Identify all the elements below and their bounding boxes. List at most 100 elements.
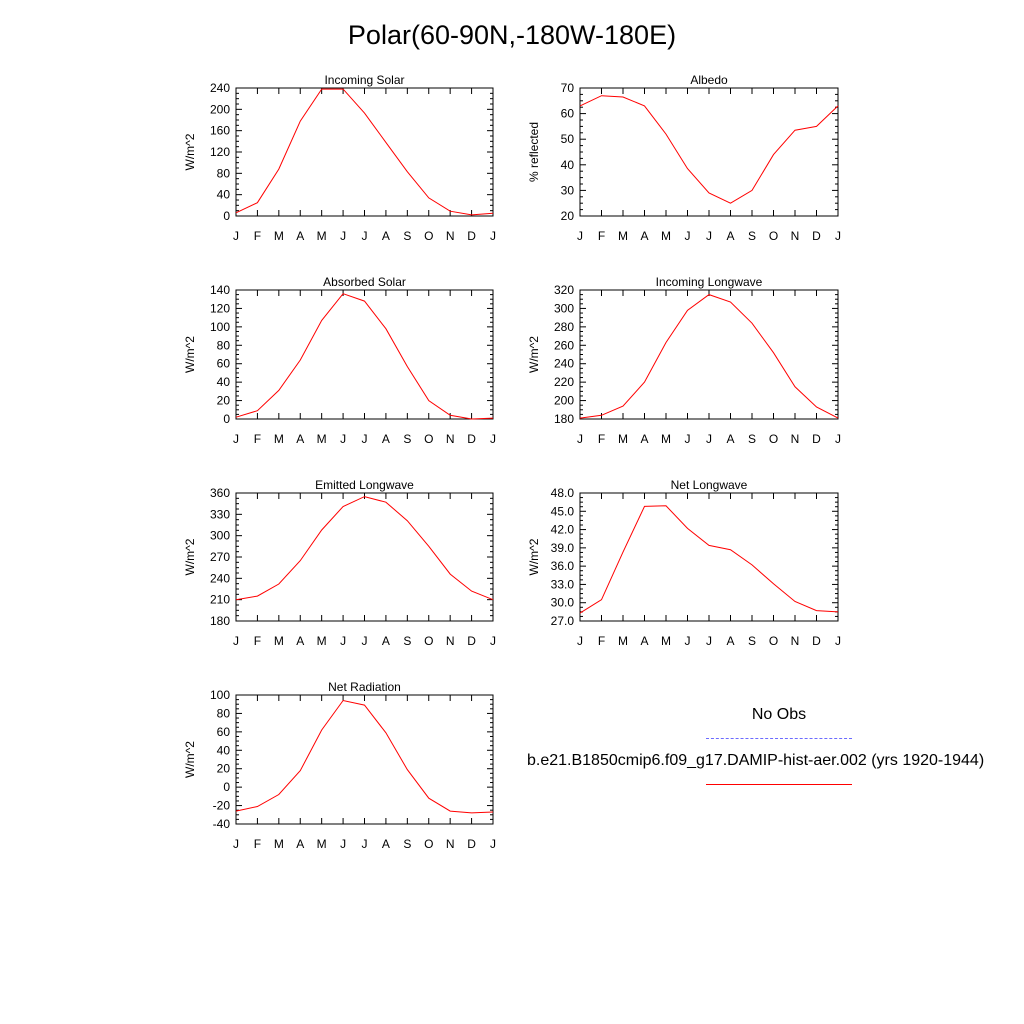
- y-tick-label: 33.0: [551, 577, 575, 591]
- series-line: [235, 699, 494, 814]
- x-tick-label: N: [791, 634, 800, 648]
- x-tick-label: D: [467, 837, 476, 851]
- x-tick-label: N: [791, 229, 800, 243]
- x-tick-label: F: [598, 634, 605, 648]
- y-tick-label: 300: [210, 529, 230, 543]
- x-tick-label: D: [812, 432, 821, 446]
- x-tick-label: F: [254, 837, 261, 851]
- x-tick-label: A: [296, 837, 304, 851]
- y-tick-label: 180: [554, 412, 574, 426]
- legend-case-label: b.e21.B1850cmip6.f09_g17.DAMIP-hist-aer.…: [527, 752, 985, 769]
- y-tick-label: 200: [554, 394, 574, 408]
- x-tick-label: D: [812, 229, 821, 243]
- y-tick-label: 50: [561, 132, 575, 146]
- x-tick-label: M: [317, 837, 327, 851]
- series-line: [235, 88, 494, 216]
- y-tick-label: 200: [210, 102, 230, 116]
- y-tick-label: -40: [213, 817, 231, 831]
- y-tick-label: 210: [210, 593, 230, 607]
- y-tick-label: 80: [217, 166, 231, 180]
- legend-case-line: [706, 784, 852, 785]
- x-tick-label: S: [403, 229, 411, 243]
- x-tick-label: J: [340, 432, 346, 446]
- y-tick-label: 42.0: [551, 523, 575, 537]
- y-tick-label: 36.0: [551, 559, 575, 573]
- x-tick-label: M: [274, 229, 284, 243]
- x-tick-label: A: [640, 229, 648, 243]
- x-tick-label: J: [706, 432, 712, 446]
- x-tick-label: S: [403, 837, 411, 851]
- y-tick-label: 20: [217, 394, 231, 408]
- x-tick-label: J: [490, 634, 496, 648]
- y-tick-label: 220: [554, 375, 574, 389]
- x-tick-label: F: [254, 229, 261, 243]
- x-tick-label: M: [661, 634, 671, 648]
- x-tick-label: F: [598, 432, 605, 446]
- y-tick-label: 40: [217, 375, 231, 389]
- x-tick-label: M: [661, 432, 671, 446]
- y-tick-label: 80: [217, 706, 231, 720]
- series-line: [235, 293, 494, 420]
- series-line: [579, 505, 839, 614]
- x-tick-label: J: [362, 634, 368, 648]
- x-tick-label: A: [382, 837, 390, 851]
- y-axis-label: W/m^2: [183, 741, 197, 778]
- y-tick-label: 40: [217, 743, 231, 757]
- x-tick-label: J: [685, 229, 691, 243]
- y-tick-label: 160: [210, 124, 230, 138]
- x-tick-label: S: [403, 432, 411, 446]
- x-tick-label: D: [467, 634, 476, 648]
- x-tick-label: J: [362, 229, 368, 243]
- x-tick-label: M: [618, 634, 628, 648]
- y-tick-label: 360: [210, 486, 230, 500]
- y-axis-label: W/m^2: [527, 336, 541, 373]
- x-tick-label: O: [424, 634, 433, 648]
- plot-frame: [235, 492, 494, 622]
- legend-obs-line: [706, 738, 852, 739]
- x-tick-label: J: [835, 634, 841, 648]
- panel-title: Albedo: [690, 73, 728, 87]
- y-tick-label: 0: [223, 412, 230, 426]
- y-tick-label: 240: [210, 81, 230, 95]
- plot-frame: [235, 289, 494, 420]
- plot-frame: [235, 87, 494, 217]
- panel-title: Incoming Solar: [324, 73, 404, 87]
- y-tick-label: 240: [554, 357, 574, 371]
- y-tick-label: 0: [223, 780, 230, 794]
- y-axis-label: W/m^2: [183, 538, 197, 575]
- x-tick-label: J: [233, 432, 239, 446]
- x-tick-label: O: [769, 229, 778, 243]
- x-tick-label: J: [685, 634, 691, 648]
- x-tick-label: J: [340, 229, 346, 243]
- x-tick-label: F: [254, 432, 261, 446]
- x-tick-label: J: [490, 229, 496, 243]
- x-tick-label: A: [726, 432, 734, 446]
- y-tick-label: 70: [561, 81, 575, 95]
- y-tick-label: 100: [210, 320, 230, 334]
- x-tick-label: J: [340, 634, 346, 648]
- x-tick-label: S: [748, 634, 756, 648]
- x-tick-label: O: [424, 837, 433, 851]
- x-tick-label: M: [661, 229, 671, 243]
- x-tick-label: J: [706, 634, 712, 648]
- x-tick-label: N: [791, 432, 800, 446]
- x-tick-label: J: [362, 432, 368, 446]
- y-tick-label: 27.0: [551, 614, 575, 628]
- x-tick-label: S: [403, 634, 411, 648]
- legend-obs-label: No Obs: [751, 706, 807, 723]
- x-tick-label: A: [640, 432, 648, 446]
- x-tick-label: F: [254, 634, 261, 648]
- x-tick-label: J: [577, 229, 583, 243]
- x-tick-label: J: [233, 229, 239, 243]
- y-tick-label: 20: [217, 762, 231, 776]
- panel-title: Absorbed Solar: [323, 275, 406, 289]
- y-tick-label: 260: [554, 338, 574, 352]
- panel-title: Emitted Longwave: [315, 478, 414, 492]
- y-tick-label: 120: [210, 301, 230, 315]
- series-line: [579, 294, 839, 419]
- y-tick-label: 30: [561, 183, 575, 197]
- panel-title: Net Longwave: [671, 478, 748, 492]
- x-tick-label: O: [769, 432, 778, 446]
